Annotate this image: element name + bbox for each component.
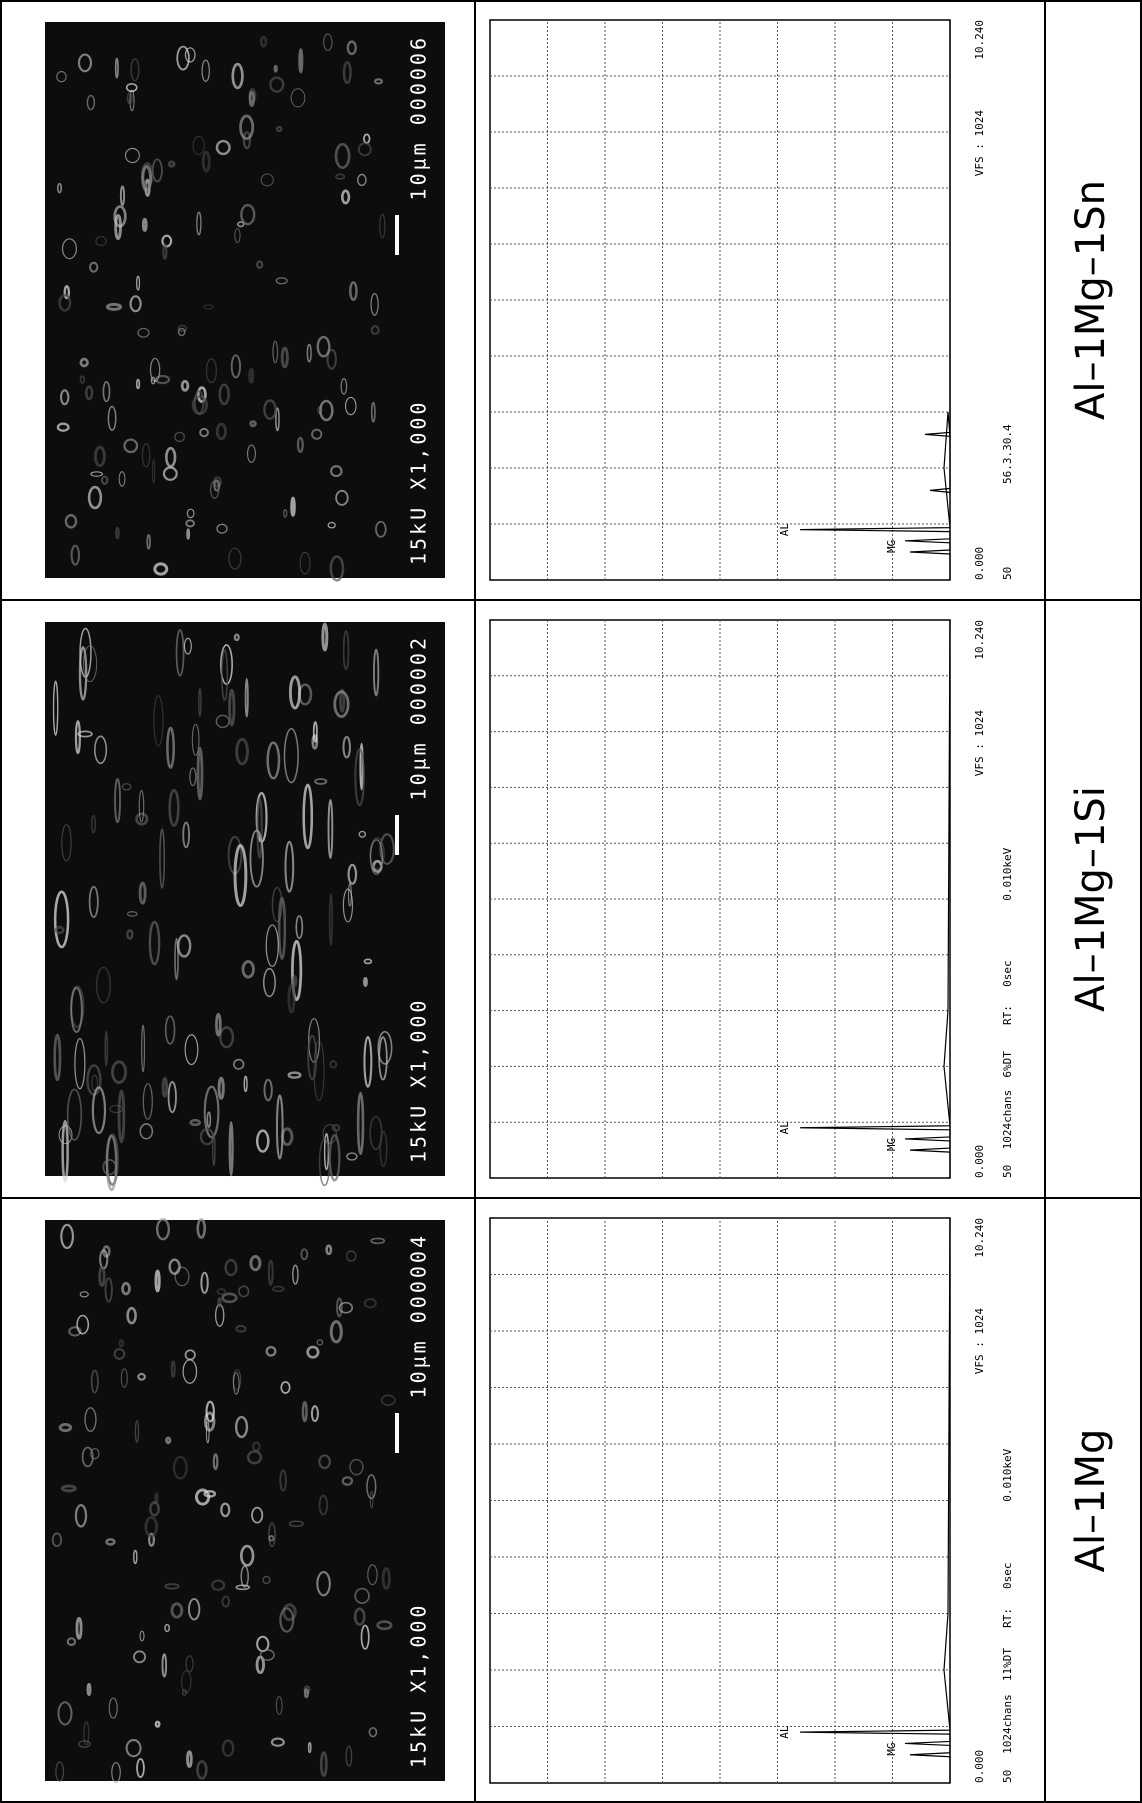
axis-start: 0.000 <box>973 1145 986 1178</box>
axis-end: 10.240 <box>973 20 986 60</box>
spectrum-info: 6%DT <box>1001 1051 1014 1078</box>
sample-label: Al–1Mg–1Si <box>1068 786 1114 1012</box>
sem-info: 10µm 000002 <box>407 635 431 800</box>
spectrum-info: 0sec <box>1001 1563 1014 1590</box>
sem-info: 15kU X1,000 <box>407 1603 431 1768</box>
sem-texture <box>275 66 277 71</box>
sem-background <box>45 1220 445 1781</box>
sem-texture <box>364 978 366 986</box>
vfs: VFS : 1024 <box>973 1308 986 1375</box>
spectrum-info: 50 <box>1001 567 1014 580</box>
sem-info: 15kU X1,000 <box>407 400 431 565</box>
axis-start: 0.000 <box>973 1750 986 1783</box>
axis-start: 0.000 <box>973 547 986 580</box>
sem-image: 15kU X1,000 10µm 000004 <box>45 1219 445 1782</box>
peak-label: MG <box>885 540 898 553</box>
eds-spectrum: AL MG 0.000 10.240 VFS : 1024 50 56.3.30.4 <box>490 20 1014 580</box>
vfs: VFS : 1024 <box>973 710 986 777</box>
vfs: VFS : 1024 <box>973 110 986 177</box>
figure: 15kU X1,000 10µm 000006 AL MG 0.000 10.240 VFS… <box>0 0 1142 1803</box>
spectrum-info: 0.010keV <box>1001 847 1014 900</box>
sem-image: 15kU X1,000 10µm 000002 <box>45 622 445 1190</box>
sem-texture <box>292 498 295 515</box>
spectrum-info: 1024chans <box>1001 1694 1014 1754</box>
spectrum-info: 56.3.30.4 <box>1001 424 1014 484</box>
spectrum-info: RT: <box>1001 1608 1014 1628</box>
sem-background <box>45 22 445 578</box>
peak-label: AL <box>778 1725 791 1739</box>
sem-info: 10µm 000004 <box>407 1233 431 1398</box>
sample-label-cell: Al–1Mg–1Si <box>1068 786 1114 1012</box>
axis-end: 10.240 <box>973 1218 986 1258</box>
spectrum-info: 1024chans <box>1001 1090 1014 1150</box>
spectrum-info: 50 <box>1001 1770 1014 1783</box>
eds-spectrum: AL MG 0.000 10.240 VFS : 1024 50 1024chans 11%D… <box>490 1218 1014 1783</box>
peak-label: MG <box>885 1742 898 1755</box>
sem-info: 10µm 000006 <box>407 35 431 200</box>
sem-info: 15kU X1,000 <box>407 998 431 1163</box>
axis-end: 10.240 <box>973 620 986 660</box>
spectrum-info: 0.010keV <box>1001 1448 1014 1501</box>
sem-texture <box>293 977 296 986</box>
sample-label-cell: Al–1Mg <box>1068 1429 1114 1573</box>
sample-label: Al–1Mg <box>1068 1429 1114 1573</box>
sample-label: Al–1Mg–1Sn <box>1068 180 1114 420</box>
sample-label-cell: Al–1Mg–1Sn <box>1068 180 1114 420</box>
spectrum-info: RT: <box>1001 1005 1014 1025</box>
eds-spectrum: AL MG 0.000 10.240 VFS : 1024 50 1024chans 6%DT… <box>490 620 1014 1178</box>
peak-label: AL <box>778 1121 791 1135</box>
peak-label: AL <box>778 523 791 537</box>
spectrum-info: 11%DT <box>1001 1648 1014 1681</box>
peak-label: MG <box>885 1138 898 1151</box>
spectrum-info: 0sec <box>1001 960 1014 987</box>
sem-texture <box>300 49 302 72</box>
sem-image: 15kU X1,000 10µm 000006 <box>45 22 445 580</box>
spectrum-info: 50 <box>1001 1165 1014 1178</box>
